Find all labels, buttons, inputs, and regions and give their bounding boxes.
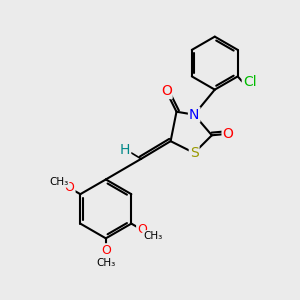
Text: S: S: [190, 146, 199, 160]
Text: Cl: Cl: [243, 74, 256, 88]
Text: O: O: [65, 182, 75, 194]
Text: CH₃: CH₃: [96, 258, 116, 268]
Text: O: O: [101, 244, 111, 257]
Text: H: H: [120, 143, 130, 157]
Text: O: O: [161, 84, 172, 98]
Text: CH₃: CH₃: [143, 231, 162, 241]
Text: CH₃: CH₃: [49, 177, 68, 187]
Text: N: N: [189, 108, 200, 122]
Text: O: O: [137, 223, 147, 236]
Text: O: O: [223, 127, 233, 141]
